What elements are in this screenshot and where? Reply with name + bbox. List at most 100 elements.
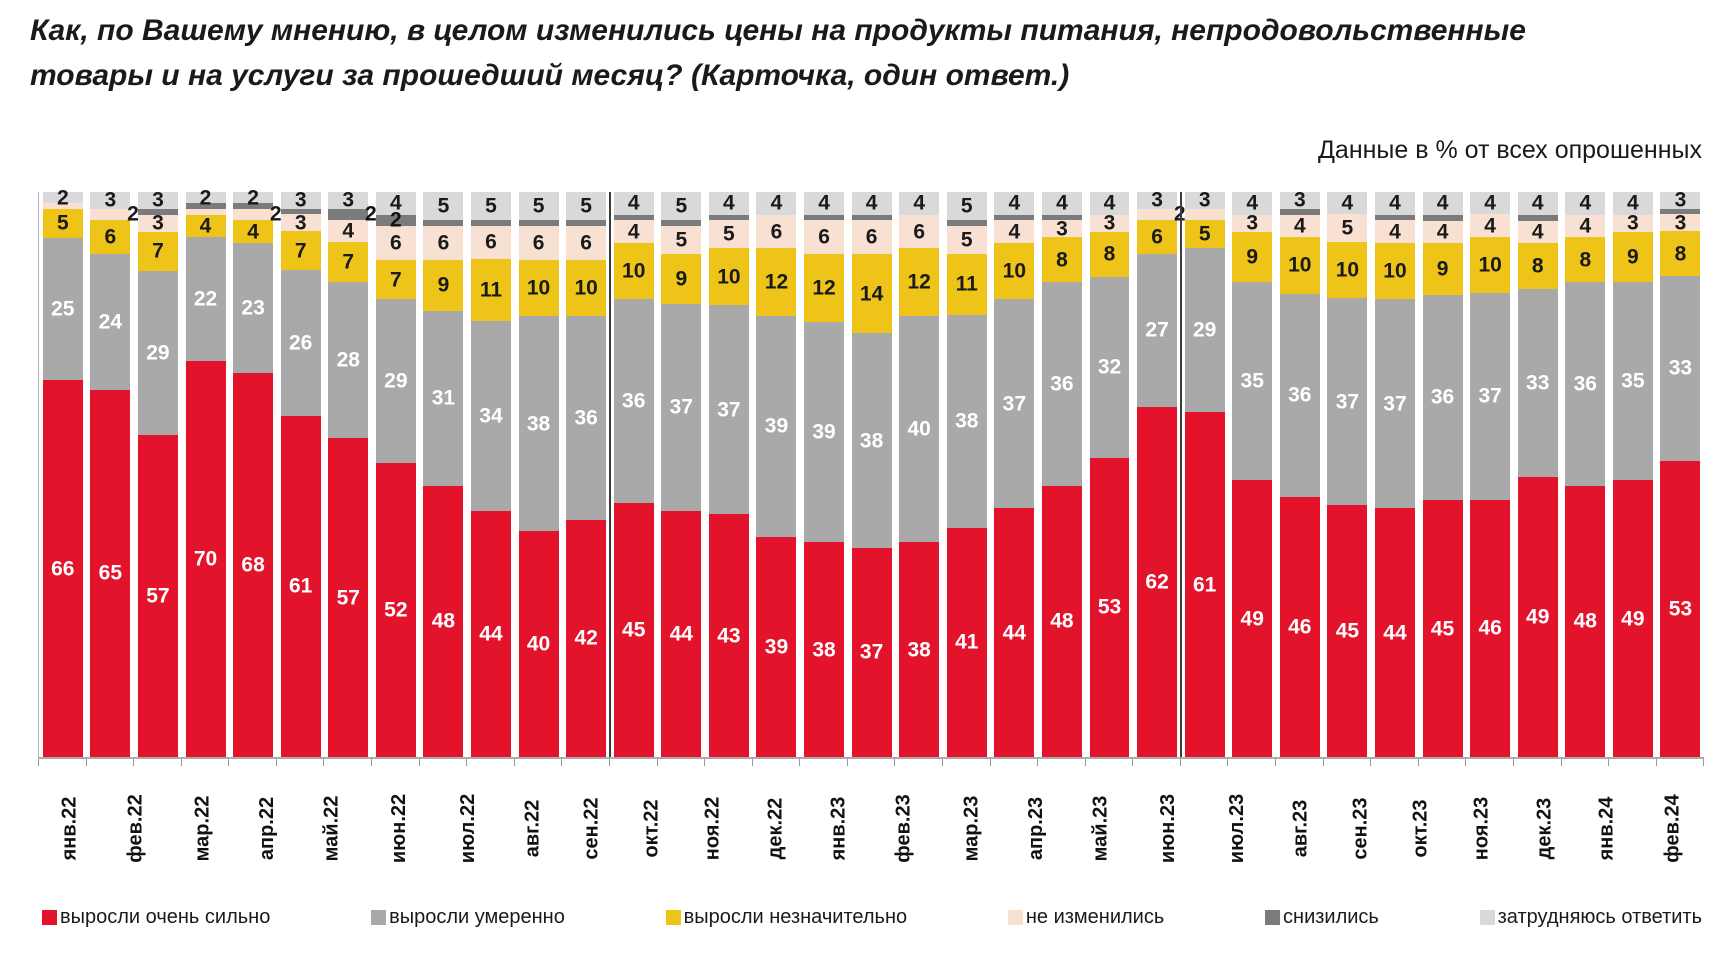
chart-subtitle: Данные в % от всех опрошенных <box>1317 136 1702 164</box>
legend-label: выросли незначительно <box>683 906 908 928</box>
stacked-bar: 4 4 10 37 44 <box>994 192 1035 757</box>
x-label: янв.22 <box>58 796 81 860</box>
value-label: 10 <box>622 259 646 283</box>
bar-апр.24: 4 5 10 37 45 <box>1324 192 1372 757</box>
value-label: 33 <box>1668 356 1693 380</box>
segment-выросли-умеренно: 28 <box>328 281 369 439</box>
value-label: 40 <box>526 632 551 656</box>
value-label: 44 <box>1383 621 1407 645</box>
value-label: 5 <box>485 194 497 218</box>
segment-затрудняюсь-ответить: 5 <box>518 192 559 221</box>
segment-выросли-незначительно: 4 <box>233 220 274 243</box>
value-label: 10 <box>717 265 741 289</box>
value-label: 5 <box>960 228 973 252</box>
x-label-cell: май.22 <box>299 772 365 884</box>
bar-мар.23: 4 5 10 37 43 <box>705 192 753 757</box>
stacked-bar: 5 6 10 38 40 <box>518 192 559 757</box>
x-label-cell: окт.23 <box>1392 772 1450 884</box>
value-label: 42 <box>574 626 598 650</box>
value-label: 36 <box>622 389 646 413</box>
segment-затрудняюсь-ответить: 4 <box>899 192 940 215</box>
year-separator <box>1179 192 1182 757</box>
tick <box>1371 759 1419 766</box>
segment-не-изменились: 4 <box>1279 214 1320 238</box>
value-label: 10 <box>1335 258 1360 282</box>
tick <box>1562 759 1610 766</box>
value-label: 57 <box>336 586 360 610</box>
segment-затрудняюсь-ответить: 4 <box>994 192 1035 215</box>
value-label: 4 <box>1389 191 1401 215</box>
segment-выросли-незначительно: 7 <box>328 242 369 282</box>
segment-выросли-умеренно: 37 <box>708 304 749 515</box>
segment-выросли-умеренно: 27 <box>1137 254 1178 407</box>
tick <box>800 759 848 766</box>
value-label: 37 <box>717 398 741 421</box>
segment-затрудняюсь-ответить: 3 <box>280 190 321 211</box>
value-label: 61 <box>1192 573 1217 597</box>
segment-не-изменились: 6 <box>804 220 845 255</box>
tick <box>1324 759 1372 766</box>
tick <box>420 759 468 766</box>
value-label: 5 <box>532 194 545 218</box>
segment-выросли-очень-сильно: 70 <box>185 361 226 757</box>
tick <box>324 759 373 766</box>
stacked-bar: 5 6 10 36 42 <box>566 192 607 757</box>
value-label: 2 <box>365 202 377 226</box>
x-label-cell: апр.22 <box>236 772 299 884</box>
segment-затрудняюсь-ответить: 4 <box>1517 192 1558 215</box>
value-label: 68 <box>241 553 265 577</box>
value-label: 33 <box>1526 371 1550 395</box>
x-label: май.23 <box>1089 795 1112 861</box>
tick <box>1038 759 1086 766</box>
value-label: 46 <box>1288 615 1312 639</box>
segment-выросли-незначительно: 10 <box>1470 236 1511 293</box>
segment-затрудняюсь-ответить: 2 <box>233 187 274 208</box>
segment-выросли-умеренно: 32 <box>1089 276 1130 458</box>
segment-выросли-очень-сильно: 57 <box>137 434 178 757</box>
segment-выросли-умеренно: 39 <box>756 316 797 537</box>
segment-выросли-незначительно: 9 <box>1612 231 1653 283</box>
bar-июн.23: 4 6 14 38 37 <box>848 192 896 757</box>
segment-выросли-незначительно: 8 <box>1565 237 1606 283</box>
stacked-bar: 4 4 10 37 44 <box>1375 192 1415 757</box>
segment-снизились <box>423 220 464 226</box>
legend-label: не изменились <box>1025 906 1165 928</box>
segment-не-изменились: 4 <box>328 219 369 243</box>
segment-выросли-умеренно: 29 <box>375 299 416 464</box>
value-label: 39 <box>812 420 836 444</box>
value-label: 31 <box>431 386 456 410</box>
value-label: 23 <box>241 296 265 320</box>
stacked-bar: 4 2 6 7 29 52 <box>375 192 416 757</box>
segment-выросли-очень-сильно: 66 <box>42 380 83 757</box>
segment-выросли-незначительно: 10 <box>994 242 1035 300</box>
tick <box>753 759 801 766</box>
value-label: 38 <box>526 412 551 436</box>
value-label: 5 <box>675 228 688 252</box>
stacked-bar: 4 5 10 37 43 <box>708 191 749 757</box>
value-label: 24 <box>98 310 123 334</box>
value-label: 37 <box>1478 384 1502 408</box>
stacked-bar: 4 4 8 33 49 <box>1517 192 1558 757</box>
segment-выросли-умеренно: 36 <box>566 316 607 520</box>
value-label: 4 <box>723 191 735 215</box>
tick <box>1086 759 1134 766</box>
value-label: 44 <box>479 622 503 646</box>
value-label: 5 <box>56 211 69 235</box>
value-label: 4 <box>1484 214 1496 238</box>
value-label: 9 <box>437 273 450 297</box>
value-label: 36 <box>1430 385 1455 409</box>
segment-выросли-очень-сильно: 45 <box>613 502 654 757</box>
stacked-bar: 4 4 9 36 45 <box>1422 192 1463 757</box>
x-label: окт.23 <box>1409 798 1432 858</box>
value-label: 10 <box>574 276 598 300</box>
x-label: янв.23 <box>827 796 850 860</box>
segment-выросли-очень-сильно: 48 <box>1565 485 1606 757</box>
segment-выросли-умеренно: 37 <box>661 303 702 511</box>
value-label: 2 <box>199 186 212 210</box>
segment-выросли-незначительно: 6 <box>90 220 131 255</box>
value-label: 3 <box>152 188 164 212</box>
x-label-cell: янв.23 <box>807 772 871 884</box>
x-label: мар.22 <box>191 795 214 861</box>
x-label-cell: авг.22 <box>504 772 562 884</box>
segment-выросли-умеренно: 29 <box>1184 248 1225 413</box>
